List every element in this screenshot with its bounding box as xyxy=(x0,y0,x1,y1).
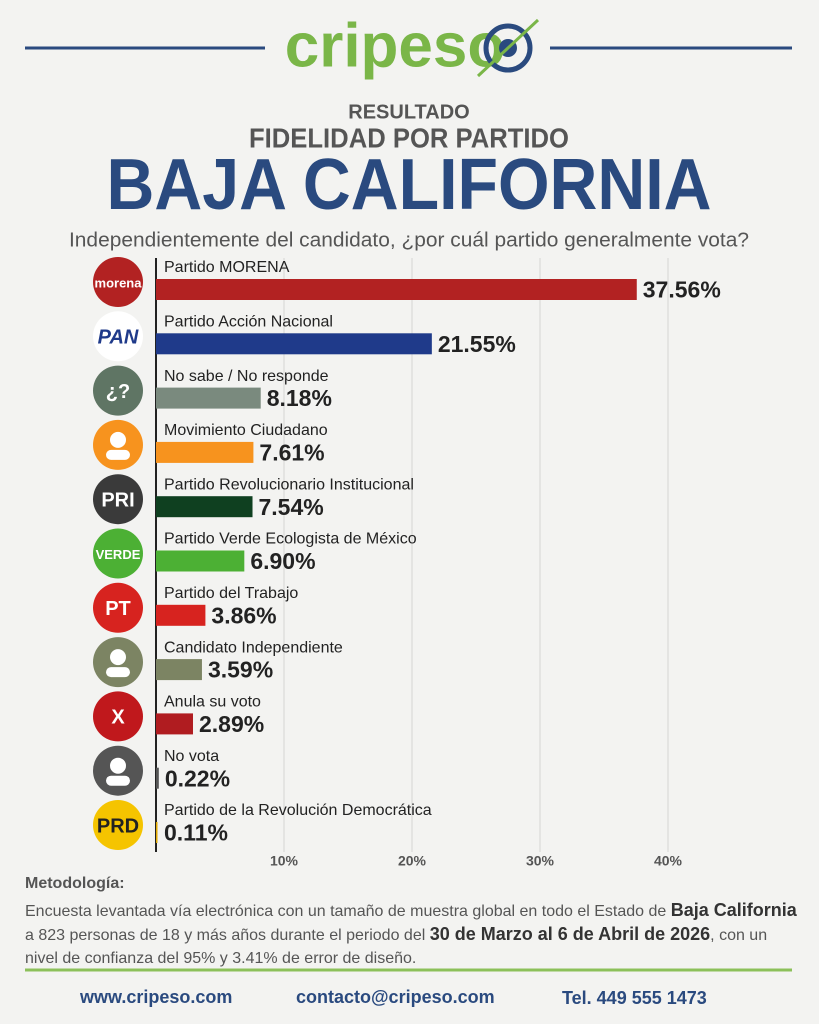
party-logo xyxy=(93,419,143,470)
x-tick-label: 30% xyxy=(526,853,555,869)
category-label: Partido Verde Ecologista de México xyxy=(164,531,417,548)
logo-circle xyxy=(93,365,143,416)
x-tick-label: 20% xyxy=(398,853,427,869)
category-label: Partido Revolucionario Institucional xyxy=(164,476,414,493)
logo-text: X xyxy=(111,707,125,729)
logo-circle xyxy=(93,691,143,742)
party-logo: X xyxy=(93,691,143,742)
methodology-text: Encuesta levantada vía electrónica con u… xyxy=(25,903,671,920)
methodology: Metodología: Encuesta levantada vía elec… xyxy=(25,872,797,970)
footer-phone: Tel. 449 555 1473 xyxy=(562,988,707,1008)
party-logo: PT xyxy=(93,582,143,633)
logo-glyph xyxy=(106,449,130,460)
bar xyxy=(156,496,253,518)
logo-text: PT xyxy=(105,598,131,620)
logo-glyph xyxy=(110,649,126,666)
party-logo xyxy=(93,745,143,796)
value-label: 0.22% xyxy=(165,765,230,791)
logo-glyph xyxy=(110,431,126,448)
value-label: 2.89% xyxy=(199,711,264,737)
logo-circle xyxy=(93,474,143,525)
logo-glyph xyxy=(106,667,130,678)
footer-email: contacto@cripeso.com xyxy=(296,987,495,1007)
bar xyxy=(156,441,254,463)
logo-text: VERDE xyxy=(96,547,141,562)
chart-title: Independientemente del candidato, ¿por c… xyxy=(69,229,749,251)
category-label: No sabe / No responde xyxy=(164,368,329,385)
value-label: 7.61% xyxy=(259,439,324,465)
logo-text: PRI xyxy=(101,489,134,511)
methodology-text: Baja California xyxy=(670,900,797,920)
category-label: Anula su voto xyxy=(164,694,261,711)
logo-text: PAN xyxy=(98,327,139,349)
party-logo: ¿? xyxy=(93,365,143,416)
value-label: 6.90% xyxy=(250,548,315,574)
methodology-text: a 823 personas de 18 y más años durante … xyxy=(25,927,430,944)
party-logo: PRI xyxy=(93,474,143,525)
logo-text: morena xyxy=(95,275,143,290)
value-label: 37.56% xyxy=(643,277,721,303)
party-logo: PAN xyxy=(93,311,143,362)
party-logo: morena xyxy=(93,257,143,307)
brand-target xyxy=(483,23,533,73)
footer-web: www.cripeso.com xyxy=(79,987,232,1007)
headline: FIDELIDAD POR PARTIDO xyxy=(249,122,569,153)
bar xyxy=(156,550,245,572)
value-label: 3.59% xyxy=(208,657,273,683)
logo-circle xyxy=(93,311,143,362)
brand: cripeso xyxy=(285,11,506,80)
logo-circle xyxy=(93,582,143,633)
category-label: Movimiento Ciudadano xyxy=(164,422,328,439)
logo-circle xyxy=(93,257,143,307)
logo-glyph xyxy=(110,757,126,774)
category-label: No vota xyxy=(164,748,219,765)
bar xyxy=(156,387,261,409)
logo-circle xyxy=(93,800,143,850)
bar xyxy=(156,604,206,626)
category-label: Partido MORENA xyxy=(164,259,290,276)
methodology-text: , con un nivel de confianza del 95% y 3.… xyxy=(25,927,768,967)
logo-text: PRD xyxy=(97,815,139,837)
kicker: RESULTADO xyxy=(348,101,469,123)
methodology-heading: Metodología: xyxy=(25,875,125,892)
brand-target xyxy=(476,18,540,78)
category-label: Partido del Trabajo xyxy=(164,585,298,602)
value-label: 3.86% xyxy=(211,602,276,628)
category-label: Partido Acción Nacional xyxy=(164,314,333,331)
value-label: 7.54% xyxy=(259,494,324,520)
bar xyxy=(156,713,193,735)
party-logo xyxy=(93,637,143,688)
value-label: 8.18% xyxy=(267,385,332,411)
party-logo: VERDE xyxy=(93,528,143,579)
bar xyxy=(156,767,159,789)
category-label: Candidato Independiente xyxy=(164,639,343,656)
bar xyxy=(156,822,158,843)
x-tick-label: 10% xyxy=(270,853,299,869)
logo-text: ¿? xyxy=(106,381,130,403)
logo-circle xyxy=(93,528,143,579)
bar xyxy=(156,333,432,355)
bar xyxy=(156,659,202,681)
value-label: 21.55% xyxy=(438,331,516,357)
value-label: 0.11% xyxy=(164,820,228,846)
party-logo: PRD xyxy=(93,800,143,850)
x-tick-label: 40% xyxy=(654,853,683,869)
region: BAJA CALIFORNIA xyxy=(107,145,712,225)
logo-glyph xyxy=(106,775,130,786)
methodology-text: 30 de Marzo al 6 de Abril de 2026 xyxy=(429,924,711,944)
methodology-body: Encuesta levantada vía electrónica con u… xyxy=(25,899,797,970)
category-label: Partido de la Revolución Democrática xyxy=(164,802,432,819)
bar xyxy=(156,279,637,300)
